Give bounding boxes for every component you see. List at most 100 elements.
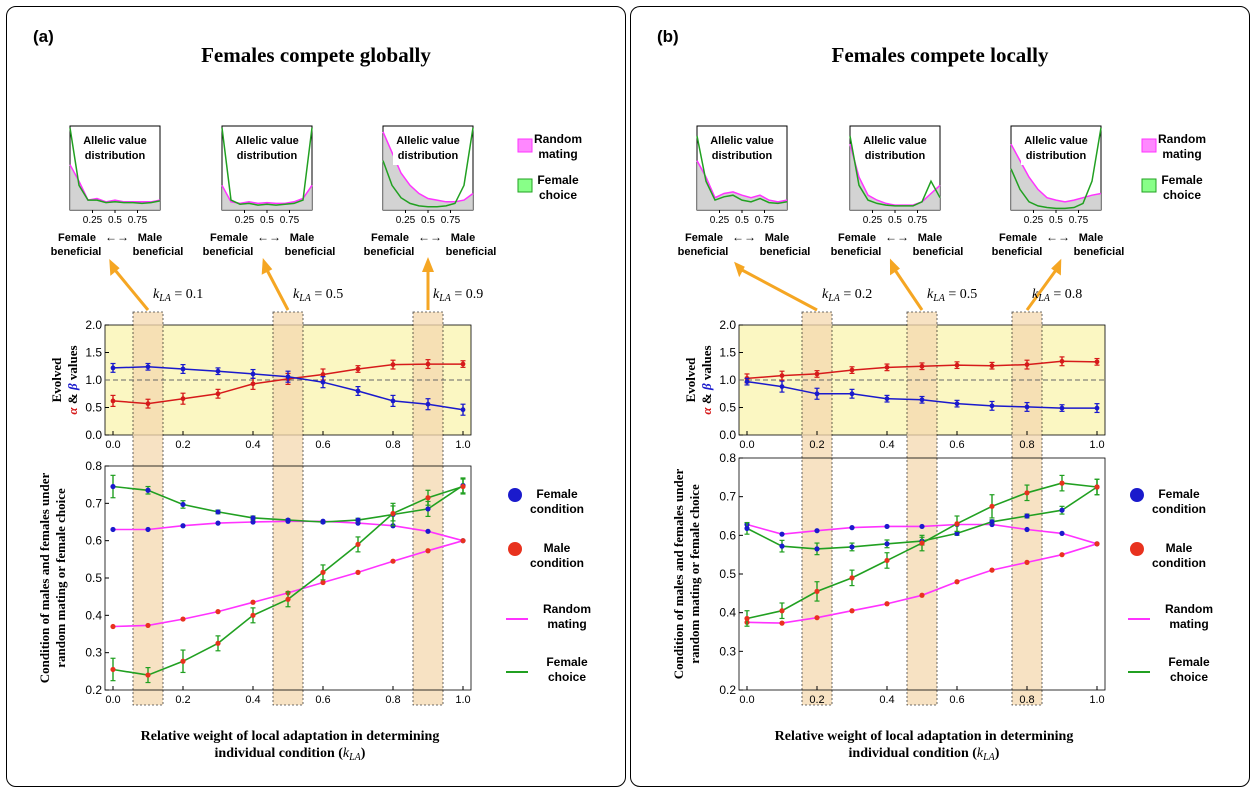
y-tick-label: 0.3 [719,644,736,658]
x-tick-label: 0.2 [175,694,190,706]
k-symbol: k [153,287,160,302]
k-label: kLA = 0.5 [927,287,977,304]
legend-label: mating [547,617,586,631]
data-point [919,363,925,369]
x-tick-label: 1.0 [455,694,470,706]
data-point [779,543,785,549]
inset-tick-label: 0.5 [421,215,435,226]
y-tick-label: 0.7 [85,496,102,510]
inset-tick-label: 0.5 [1049,215,1063,226]
data-point [884,601,890,607]
series-male-random-mating [744,541,1100,626]
inset-tick-label: 0.5 [735,215,749,226]
top-chart: 0.0 0.5 1.0 1.5 2.0 0.0 0.2 0.4 0.6 0.8 1.0 Evolved… [683,318,1105,451]
data-point [1024,490,1030,496]
allelic-distribution-inset: Allelic value distribution 0.25 0.5 0.75 Fema… [678,125,810,258]
panel-title: Females compete globally [201,43,431,67]
series-male-female-choice [110,478,466,684]
data-point [180,501,186,508]
data-point [285,517,291,523]
y-tick-label: 0.2 [719,683,736,697]
x-tick-label: 0.0 [739,694,754,706]
top-y-label: Evolvedα & β values [49,345,80,414]
data-point [425,528,431,534]
data-point [250,371,256,377]
data-point [460,361,466,367]
legend-label: condition [530,502,584,516]
data-point [814,371,820,377]
data-point [110,365,116,371]
y-tick-label: 0.5 [85,571,102,585]
inset-axis-left: Female [58,232,96,244]
data-point [1024,513,1030,519]
x-tick-label: 0.8 [1019,694,1034,706]
data-point [390,510,396,517]
female-choice-curve [696,135,788,205]
legend-label: Male [1166,541,1193,555]
data-point [285,596,291,602]
inset-tick-label: 0.75 [280,215,300,226]
inset-tick-label: 0.75 [1069,215,1089,226]
x-tick-label: 0.2 [809,694,824,706]
data-point [355,541,361,548]
data-point [320,372,326,377]
data-point [989,519,995,525]
inset-title: distribution [865,150,926,162]
allelic-distribution-inset: Allelic value distribution 0.25 0.5 0.75 Fema… [831,125,963,258]
data-point [1059,507,1065,513]
x-tick-label: 1.0 [1089,439,1104,451]
data-point [919,397,925,403]
data-point [460,407,466,413]
data-point [779,373,785,378]
inset-fill [383,131,473,210]
top-y-label-line2: α & β values [699,345,714,414]
data-point [884,557,890,564]
inset-title-bg [80,131,150,165]
ampersand: & [65,390,80,407]
beta-symbol: β [699,383,714,391]
legend-swatch-choice [1141,178,1157,193]
data-point [180,658,186,664]
legend-bottom: FemaleconditionMaleconditionRandommating… [1128,487,1213,684]
inset-axis-right: Male [765,232,789,244]
highlight-band [906,311,938,706]
data-point [989,567,995,573]
highlight-band [1011,311,1043,706]
bottom-y-label-line2: random mating or female choice [53,488,68,668]
random-mating-curve [849,143,941,206]
inset-title: distribution [1026,150,1087,162]
panel-graphics: Allelic value distribution 0.25 0.5 0.75 Fema… [37,125,591,763]
data-point [110,483,116,490]
inset-title-bg [860,131,930,165]
data-point [884,364,890,370]
legend-label: condition [1152,556,1206,570]
data-point [744,615,750,622]
inset-axis-left: beneficial [203,246,254,258]
x-tick-label: 0.4 [245,439,260,451]
inset-axis-left: beneficial [51,246,102,258]
arrow-head-icon [1051,258,1062,276]
allelic-distribution-inset: Allelic value distribution 0.25 0.5 0.75 Fema… [203,125,335,258]
data-point [145,364,151,370]
k-value: = 0.9 [451,287,483,302]
panel-label: (b) [657,27,679,46]
data-point [355,569,361,576]
inset-title: distribution [85,150,146,162]
bottom-y-label: Condition of males and females underrand… [37,473,68,684]
allelic-distribution-inset: Allelic value distribution 0.25 0.5 0.75 Fema… [364,125,496,258]
random-mating-curve [382,131,474,203]
data-point [744,525,750,531]
arrow-head-icon [734,261,745,278]
inset-tick-label: 0.5 [888,215,902,226]
values-word: values [699,345,714,383]
data-point [285,374,291,380]
legend-label: Female [1161,173,1203,187]
inset-axis-right: beneficial [133,246,184,258]
y-tick-label: 0.4 [85,608,102,622]
y-tick-label: 0.4 [719,606,736,620]
data-point [1024,404,1030,410]
inset-fill [70,164,160,210]
top-y-label-line1: Evolved [49,357,64,403]
inset-tick-label: 0.5 [108,215,122,226]
y-tick-label: 0.5 [719,567,736,581]
